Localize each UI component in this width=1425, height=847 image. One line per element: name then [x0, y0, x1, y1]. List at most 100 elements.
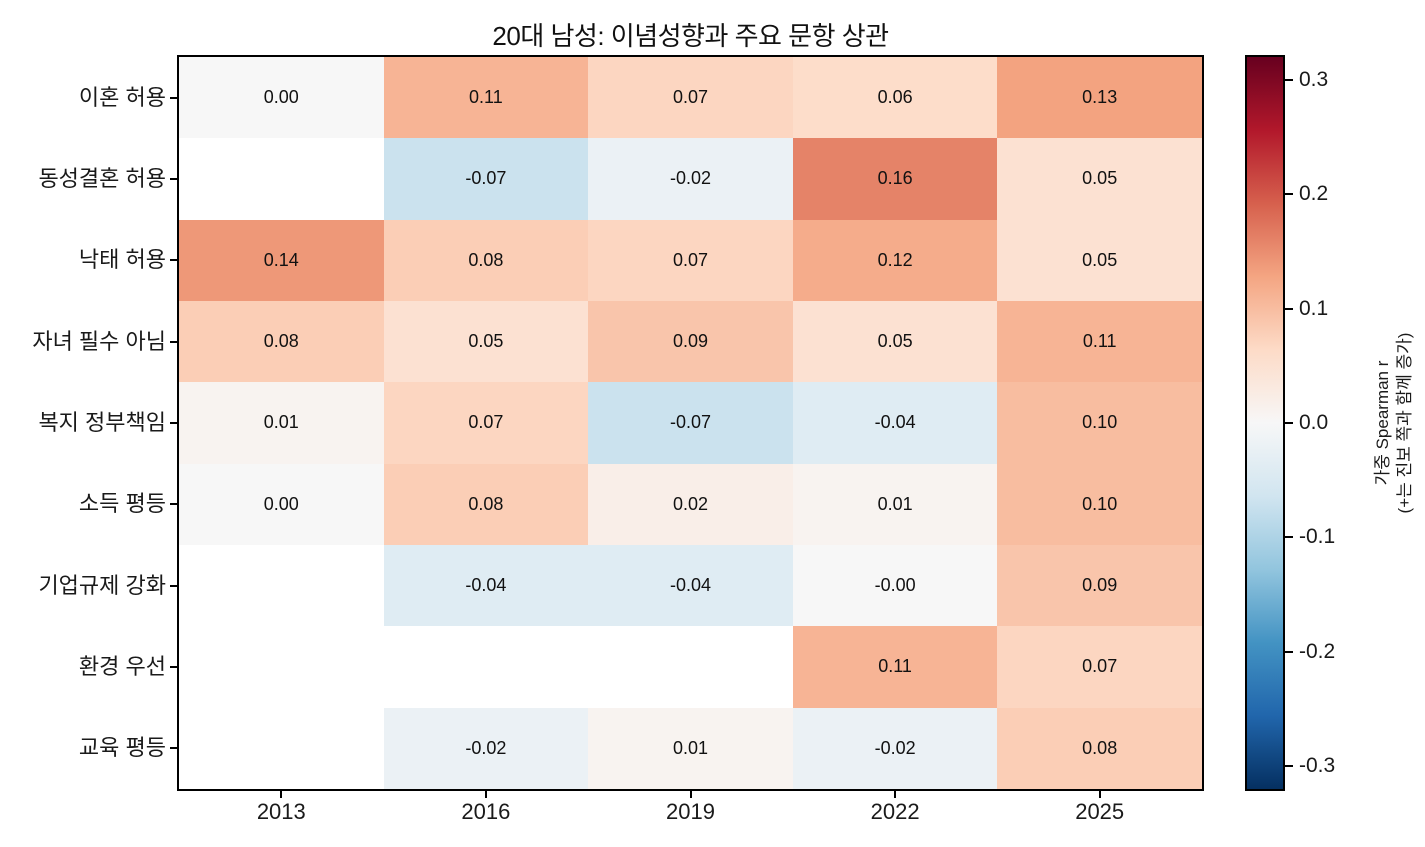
y-tick-label: 복지 정부책임	[38, 410, 166, 435]
heatmap-cell: 0.08	[997, 707, 1202, 789]
heatmap-cell: -0.07	[383, 138, 589, 220]
cell-value: 0.05	[1082, 249, 1118, 270]
cell-value: 0.02	[672, 493, 709, 514]
cell-value: 0.08	[1082, 737, 1118, 758]
cell-value: 0.08	[468, 249, 504, 270]
heatmap-cell: 0.08	[383, 463, 589, 545]
colorbar-tick-mark	[1285, 536, 1293, 539]
heatmap-cell: -0.02	[792, 707, 998, 789]
heatmap-cell	[179, 626, 384, 708]
cell-value: 0.14	[263, 249, 299, 270]
colorbar-tick-label: -0.3	[1299, 754, 1336, 778]
heatmap-cell: 0.13	[997, 57, 1202, 139]
heatmap-cell: -0.00	[792, 545, 998, 627]
cell-value: 0.09	[672, 331, 709, 352]
x-tick-label: 2019	[666, 799, 715, 824]
heatmap-cell	[179, 138, 384, 220]
cell-value: -0.07	[669, 412, 711, 433]
colorbar-axis-label-line2: (+는 진보 쪽과 함께 증가)	[1395, 332, 1414, 514]
chart-title: 20대 남성: 이념성향과 주요 문항 상관	[492, 21, 889, 51]
heatmap-cell: 0.05	[997, 138, 1202, 220]
cell-value: -0.02	[669, 168, 711, 189]
colorbar-tick-mark	[1285, 765, 1293, 768]
heatmap-cell: 0.14	[179, 219, 384, 301]
heatmap-cell: 0.07	[588, 219, 793, 301]
colorbar-tick-label: -0.2	[1299, 639, 1336, 663]
heatmap-cell: 0.10	[997, 382, 1202, 464]
heatmap-cell	[179, 707, 384, 789]
colorbar-tick-label: 0.2	[1299, 182, 1329, 206]
heatmap-cell: 0.12	[792, 219, 998, 301]
heatmap-cell: 0.08	[179, 301, 384, 383]
heatmap-cell: 0.06	[792, 57, 998, 139]
cell-value: -0.07	[465, 168, 507, 189]
heatmap-cell: 0.01	[588, 707, 793, 789]
cell-value: 0.05	[1082, 168, 1118, 189]
cell-value: 0.07	[468, 412, 504, 433]
y-tick-mark	[170, 422, 179, 424]
y-tick-label: 동성결혼 허용	[38, 166, 166, 191]
x-tick-label: 2013	[256, 799, 306, 824]
cell-value: 0.07	[1082, 656, 1118, 677]
y-tick-mark	[170, 584, 179, 587]
cell-value: 0.13	[1082, 87, 1118, 108]
cell-value: -0.04	[669, 575, 711, 596]
cell-value: 0.05	[468, 331, 504, 352]
heatmap-cell: 0.05	[997, 219, 1202, 301]
colorbar-tick-mark	[1285, 193, 1293, 196]
heatmap-cell: 0.16	[792, 138, 998, 220]
heatmap-cell: -0.02	[383, 707, 589, 789]
cell-value: 0.08	[468, 493, 504, 514]
y-tick-mark	[170, 747, 179, 750]
cell-value: 0.11	[878, 656, 912, 677]
heatmap-cell: 0.11	[997, 301, 1202, 383]
heatmap-cell: -0.04	[588, 545, 793, 627]
cell-value: 0.16	[877, 168, 913, 189]
colorbar-tick-label: 0.0	[1299, 411, 1329, 434]
cell-value: 0.12	[877, 249, 913, 270]
cell-value: 0.09	[1082, 575, 1118, 596]
heatmap-cell: 0.05	[383, 301, 589, 383]
y-tick-mark	[170, 666, 179, 668]
cell-value: 0.01	[672, 737, 709, 758]
heatmap-cell: 0.01	[792, 463, 998, 545]
heatmap-cell: 0.05	[792, 301, 998, 383]
cell-value: 0.01	[263, 412, 299, 433]
cell-value: -0.00	[874, 575, 916, 596]
x-tick-mark	[894, 789, 897, 798]
y-tick-label: 이혼 허용	[78, 84, 166, 110]
heatmap-cell: -0.02	[588, 138, 793, 220]
cell-value: 0.00	[263, 493, 299, 514]
y-tick-label: 자녀 필수 아님	[32, 328, 166, 354]
x-tick-mark	[484, 789, 487, 798]
x-tick-label: 2025	[1075, 799, 1125, 824]
x-tick-label: 2016	[461, 799, 511, 824]
heatmap-cell: 0.11	[792, 626, 998, 708]
y-tick-mark	[170, 340, 179, 343]
cell-value: 0.11	[469, 87, 503, 108]
cell-value: 0.08	[263, 331, 299, 352]
heatmap-cell: 0.00	[179, 57, 384, 139]
colorbar-axis-label: 가중 Spearman r (+는 진보 쪽과 함께 증가)	[1372, 333, 1416, 514]
cell-value: -0.04	[465, 575, 507, 596]
heatmap-cell: 0.11	[383, 57, 589, 139]
heatmap-cell: -0.04	[792, 382, 998, 464]
heatmap-cell	[383, 626, 589, 708]
heatmap-cell	[588, 626, 793, 708]
heatmap-cell: 0.08	[383, 219, 589, 301]
heatmap-cell	[179, 545, 384, 627]
heatmap-cell: 0.00	[179, 463, 384, 545]
colorbar-tick-label: -0.1	[1299, 525, 1336, 549]
heatmap-cell: 0.01	[179, 382, 384, 464]
heatmap-cell: -0.04	[383, 545, 589, 627]
y-tick-label: 소득 평등	[78, 491, 166, 517]
cell-value: 0.05	[877, 331, 913, 352]
y-tick-label: 기업규제 강화	[38, 572, 166, 598]
y-tick-label: 교육 평등	[78, 735, 166, 761]
cell-value: 0.00	[263, 87, 299, 108]
cell-value: -0.02	[465, 737, 507, 758]
x-tick-mark	[689, 789, 692, 798]
heatmap-cell: 0.07	[383, 382, 589, 464]
x-tick-label: 2022	[870, 799, 920, 824]
